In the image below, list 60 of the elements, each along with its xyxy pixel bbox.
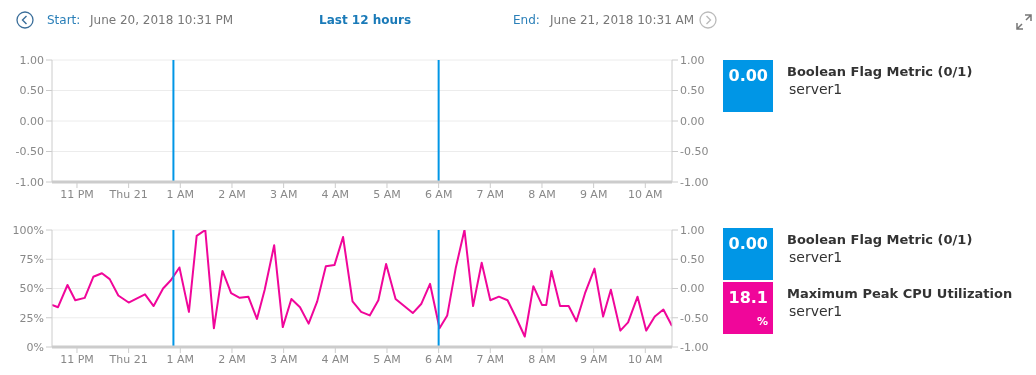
- y-tick-label: 0%: [26, 340, 44, 354]
- y2-tick-label: -0.50: [680, 145, 709, 159]
- x-tick-label: 2 AM: [218, 352, 246, 366]
- y2-tick-label: 1.00: [680, 53, 705, 67]
- text: server1: [789, 81, 843, 97]
- x-tick-label: 11 PM: [60, 187, 94, 201]
- x-tick-label: 8 AM: [528, 352, 556, 366]
- x-tick-label: 1 AM: [166, 187, 195, 201]
- line-series: [52, 230, 672, 338]
- x-tick-label: Thu 21: [108, 352, 148, 366]
- x-tick-label: 1 AM: [166, 352, 195, 366]
- text: Maximum Peak CPU Utilization: [787, 286, 1013, 301]
- y-tick-label: -0.50: [15, 145, 44, 159]
- x-tick-label: 2 AM: [218, 187, 246, 201]
- text: Boolean Flag Metric (0/1): [787, 64, 973, 79]
- text: server1: [789, 249, 843, 265]
- y-tick-label: 0.50: [19, 84, 44, 98]
- text: 0.00: [728, 66, 768, 85]
- x-tick-label: 11 PM: [60, 352, 94, 366]
- y2-tick-label: 0.00: [680, 114, 705, 128]
- text: End:: [513, 13, 540, 27]
- x-tick-label: 4 AM: [321, 187, 350, 201]
- y2-tick-label: -1.00: [680, 175, 709, 189]
- x-tick-label: 9 AM: [579, 187, 608, 201]
- y-tick-label: -1.00: [15, 175, 44, 189]
- text: %: [756, 315, 768, 328]
- y2-tick-label: -0.50: [680, 311, 709, 325]
- y-tick-label: 75%: [19, 253, 44, 267]
- text: server1: [789, 303, 843, 319]
- y2-tick-label: 0.50: [680, 253, 705, 267]
- y-tick-label: 50%: [19, 282, 44, 296]
- text: Start:: [47, 13, 81, 27]
- text: Boolean Flag Metric (0/1): [787, 232, 973, 247]
- y-tick-label: 0.00: [19, 114, 44, 128]
- y-tick-label: 1.00: [19, 53, 44, 67]
- x-tick-label: 8 AM: [528, 187, 556, 201]
- y2-tick-label: -1.00: [680, 340, 709, 354]
- x-tick-label: 3 AM: [269, 352, 298, 366]
- x-tick-label: 9 AM: [579, 352, 608, 366]
- x-tick-label: 5 AM: [373, 187, 401, 201]
- x-tick-label: 4 AM: [321, 352, 350, 366]
- text: June 20, 2018 10:31 PM: [90, 13, 234, 27]
- text: 18.1: [728, 288, 768, 307]
- x-tick-label: 5 AM: [373, 352, 401, 366]
- x-tick-label: 3 AM: [269, 187, 298, 201]
- x-tick-label: 7 AM: [476, 352, 505, 366]
- x-tick-label: 6 AM: [424, 352, 453, 366]
- chart-title: Last 12 hours: [319, 13, 412, 27]
- y2-tick-label: 1.00: [680, 223, 705, 237]
- text: June 21, 2018 10:31 AM: [550, 13, 695, 27]
- y-tick-label: 25%: [19, 311, 44, 325]
- x-tick-label: 10 AM: [628, 352, 663, 366]
- x-tick-label: 7 AM: [476, 187, 505, 201]
- y2-tick-label: 0.50: [680, 84, 705, 98]
- y-tick-label: 100%: [12, 223, 44, 237]
- x-tick-label: 6 AM: [424, 187, 453, 201]
- x-tick-label: 10 AM: [628, 187, 663, 201]
- text: 0.00: [728, 234, 768, 253]
- x-tick-label: Thu 21: [108, 187, 148, 201]
- y2-tick-label: 0.00: [680, 282, 705, 296]
